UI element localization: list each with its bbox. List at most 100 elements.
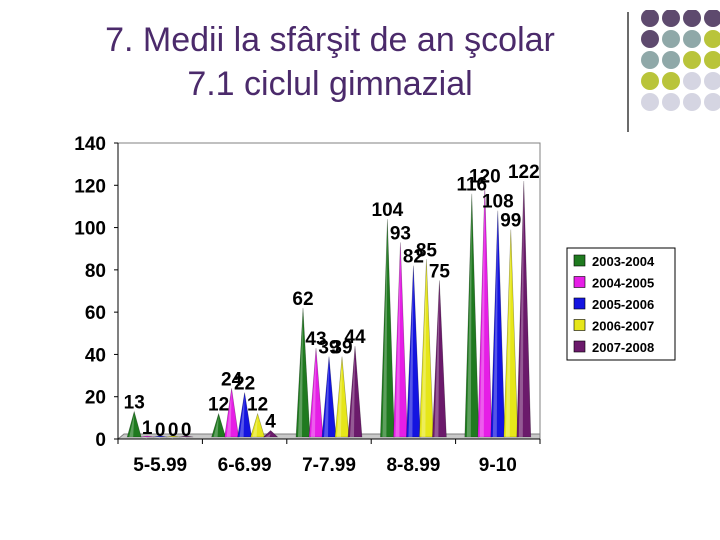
cone-highlight bbox=[168, 437, 174, 439]
decorative-dot bbox=[662, 10, 680, 27]
cone-highlight bbox=[324, 359, 329, 437]
cone-bar bbox=[503, 229, 519, 438]
data-label: 99 bbox=[500, 211, 521, 232]
decorative-dot bbox=[683, 10, 701, 27]
legend-swatch bbox=[573, 254, 586, 267]
data-label: 75 bbox=[429, 261, 451, 282]
cone-highlight bbox=[239, 395, 245, 437]
data-label: 116 bbox=[456, 175, 487, 196]
decorative-dot-grid bbox=[641, 10, 720, 111]
cone-bar bbox=[490, 210, 506, 438]
data-label: 4 bbox=[265, 412, 276, 433]
cone-bar bbox=[380, 219, 395, 438]
cone-highlight bbox=[155, 437, 161, 439]
cone-highlight bbox=[142, 437, 148, 439]
cone-bar bbox=[477, 185, 493, 438]
data-label: 22 bbox=[234, 373, 255, 394]
cone-highlight bbox=[181, 437, 187, 439]
legend-label: 2006-2007 bbox=[592, 319, 654, 334]
cone-highlight bbox=[505, 232, 511, 437]
cone-bar bbox=[308, 348, 324, 438]
cone-highlight bbox=[298, 310, 303, 437]
cone-bar bbox=[419, 259, 434, 438]
data-label: 0 bbox=[168, 420, 179, 441]
decorative-dot bbox=[704, 93, 720, 111]
cone-bar bbox=[140, 435, 155, 438]
title-line-1: 7. Medii la sfârşit de an şcolar bbox=[105, 21, 555, 59]
cone-highlight bbox=[395, 245, 401, 437]
x-tick-label: 6-6.99 bbox=[218, 455, 272, 476]
cone-bar bbox=[153, 435, 168, 438]
cone-bar bbox=[262, 430, 279, 438]
cone-highlight bbox=[479, 188, 485, 437]
cone-highlight bbox=[382, 222, 388, 437]
divider-line bbox=[627, 12, 629, 132]
cone-bar bbox=[393, 242, 408, 438]
decorative-dot bbox=[662, 93, 680, 111]
data-label: 12 bbox=[247, 395, 268, 416]
cone-highlight bbox=[350, 348, 355, 437]
data-label: 44 bbox=[344, 327, 366, 348]
data-label: 104 bbox=[372, 200, 404, 221]
y-tick-label: 80 bbox=[85, 261, 106, 282]
legend-swatch bbox=[573, 340, 586, 353]
cone-bar bbox=[334, 356, 350, 438]
y-tick-label: 0 bbox=[95, 430, 106, 451]
cone-highlight bbox=[311, 351, 316, 437]
cone-bar bbox=[347, 345, 363, 438]
cone-highlight bbox=[518, 184, 524, 437]
cone-bar bbox=[166, 435, 181, 438]
data-label: 108 bbox=[482, 192, 514, 213]
y-tick-label: 100 bbox=[74, 219, 106, 240]
data-label: 0 bbox=[155, 420, 166, 441]
cone-bar bbox=[295, 307, 311, 438]
chart-data-labels: 131 0 0 01224221246243393944104938285751161… bbox=[124, 162, 540, 441]
legend-label: 2005-2006 bbox=[592, 297, 654, 312]
chart-legend: 2003-2004 2004-2005 2005-2006 2006-2007 2007… bbox=[566, 247, 676, 361]
decorative-dot bbox=[704, 51, 720, 69]
x-tick-label: 7-7.99 bbox=[302, 455, 356, 476]
legend-label: 2004-2005 bbox=[592, 276, 654, 291]
cone-bar bbox=[464, 193, 480, 438]
y-tick-label: 40 bbox=[85, 345, 106, 366]
decorative-dot bbox=[704, 72, 720, 90]
cone-highlight bbox=[434, 283, 440, 437]
slide-title: 7. Medii la sfârşit de an şcolar 7.1 cic… bbox=[40, 18, 620, 106]
data-label: 85 bbox=[416, 240, 438, 261]
cone-highlight bbox=[421, 262, 427, 437]
data-label: 43 bbox=[305, 329, 326, 350]
decorative-dot bbox=[704, 10, 720, 27]
data-label: 24 bbox=[221, 369, 243, 390]
legend-label: 2003-2004 bbox=[592, 254, 655, 269]
cone-bar bbox=[321, 356, 337, 438]
cone-bar bbox=[179, 435, 194, 438]
x-tick-label: 5-5.99 bbox=[133, 455, 187, 476]
cone-highlight bbox=[265, 433, 271, 437]
data-label: 122 bbox=[508, 162, 540, 183]
data-label: 39 bbox=[331, 338, 352, 359]
decorative-dot bbox=[662, 51, 680, 69]
decorative-dot bbox=[683, 30, 701, 48]
cone-highlight bbox=[226, 391, 232, 437]
decorative-dot bbox=[662, 30, 680, 48]
y-tick-label: 20 bbox=[85, 388, 106, 409]
cone-bar bbox=[516, 181, 532, 438]
data-label: 82 bbox=[403, 247, 424, 268]
cone-bar bbox=[432, 280, 447, 438]
data-label: 39 bbox=[318, 338, 339, 359]
legend-swatch bbox=[573, 276, 586, 288]
legend-label: 2007-2008 bbox=[592, 340, 654, 355]
data-label: 13 bbox=[124, 393, 145, 414]
legend-swatch bbox=[573, 297, 586, 310]
data-label: 93 bbox=[390, 223, 411, 244]
decorative-dot bbox=[641, 93, 659, 111]
decorative-dot bbox=[641, 51, 659, 69]
y-tick-label: 140 bbox=[74, 134, 106, 155]
decorative-dot bbox=[683, 93, 701, 111]
chart-marks bbox=[126, 181, 532, 439]
x-tick-label: 8-8.99 bbox=[386, 455, 440, 476]
x-tick-label: 9-10 bbox=[479, 455, 517, 476]
cone-bar bbox=[126, 410, 142, 438]
cone-highlight bbox=[492, 213, 498, 437]
